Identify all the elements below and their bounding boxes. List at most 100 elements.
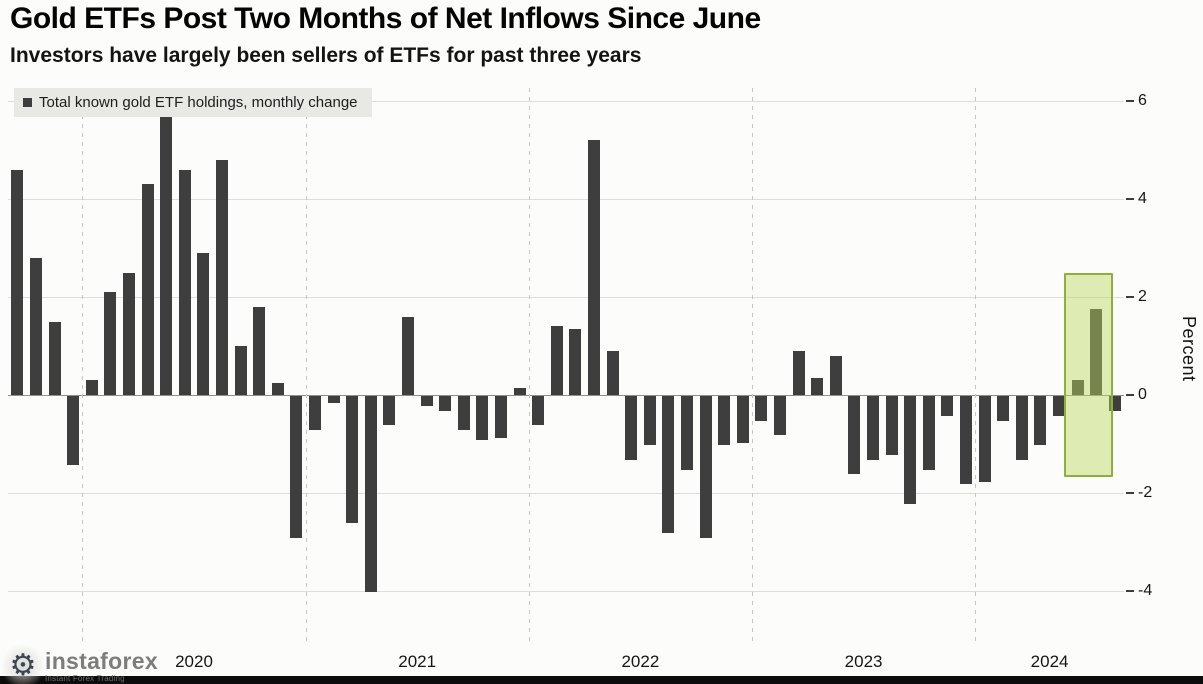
gridline-horizontal xyxy=(8,591,1124,592)
y-tick-label: 4 xyxy=(1138,190,1147,207)
bar xyxy=(587,140,600,395)
gridline-vertical-year xyxy=(82,88,84,645)
y-tick-mark xyxy=(1126,394,1134,396)
bar xyxy=(234,346,247,395)
x-axis-year-label: 2022 xyxy=(621,652,660,671)
gridline-horizontal xyxy=(8,199,1124,200)
bar xyxy=(718,396,731,445)
bar xyxy=(364,396,377,592)
bar xyxy=(866,396,879,460)
bar xyxy=(401,316,414,395)
bar xyxy=(997,396,1010,421)
y-tick-mark xyxy=(1126,492,1134,494)
bar xyxy=(755,396,768,421)
gridline-vertical-year xyxy=(752,88,753,645)
instaforex-watermark: ⚙ instaforex Instant Forex Trading xyxy=(1,644,158,684)
gridline-horizontal xyxy=(8,493,1124,494)
y-tick-mark xyxy=(1126,100,1134,102)
bar xyxy=(420,396,433,406)
bar xyxy=(160,115,173,395)
bar xyxy=(1052,396,1065,416)
gridline-vertical-year xyxy=(528,88,530,645)
bar xyxy=(29,257,42,395)
bar xyxy=(48,321,61,395)
bar xyxy=(513,387,526,395)
watermark-brand: instaforex xyxy=(45,647,158,674)
bottom-bar xyxy=(0,676,1203,684)
y-tick-mark xyxy=(1126,590,1134,592)
highlight-box xyxy=(1064,272,1114,478)
bar xyxy=(178,169,191,395)
bar xyxy=(308,396,321,431)
gridline-horizontal xyxy=(8,297,1124,298)
bar xyxy=(550,326,563,395)
gridline-horizontal xyxy=(8,101,1124,102)
bar xyxy=(11,169,24,395)
y-tick-label: -2 xyxy=(1138,484,1153,501)
y-tick-label: 0 xyxy=(1138,386,1147,403)
y-tick-mark xyxy=(1126,198,1134,200)
bar xyxy=(959,396,972,485)
bar xyxy=(978,396,991,482)
bar xyxy=(569,328,582,395)
legend-label: Total known gold ETF holdings, monthly c… xyxy=(39,94,358,111)
bar xyxy=(736,396,749,443)
bar xyxy=(829,355,842,395)
bar xyxy=(680,396,693,470)
chart-subtitle: Investors have largely been sellers of E… xyxy=(10,44,642,67)
bar xyxy=(346,396,359,524)
y-axis-title: Percent xyxy=(1179,316,1199,382)
watermark-text: instaforex Instant Forex Trading xyxy=(45,647,158,683)
bar xyxy=(773,396,786,436)
chart-title: Gold ETFs Post Two Months of Net Inflows… xyxy=(10,2,761,35)
bar xyxy=(85,380,98,395)
bar xyxy=(848,396,861,475)
bar xyxy=(1090,309,1103,395)
legend-swatch-icon xyxy=(23,98,32,107)
bar xyxy=(67,396,80,465)
y-tick-label: 2 xyxy=(1138,288,1147,305)
bar xyxy=(290,396,303,539)
bar xyxy=(104,292,117,395)
bar xyxy=(439,396,452,411)
bar xyxy=(327,396,340,404)
bar xyxy=(904,396,917,504)
x-axis-year-label: 2021 xyxy=(398,652,437,671)
legend: Total known gold ETF holdings, monthly c… xyxy=(14,88,372,117)
bar xyxy=(625,396,638,460)
bar xyxy=(662,396,675,534)
bar xyxy=(476,396,489,441)
bar xyxy=(141,184,154,395)
bar xyxy=(941,396,954,416)
bar xyxy=(792,350,805,395)
bar xyxy=(606,350,619,395)
y-tick-label: 6 xyxy=(1138,92,1147,109)
gridline-vertical-year xyxy=(305,88,307,645)
zero-line xyxy=(8,395,1124,396)
bar xyxy=(494,396,507,438)
bar xyxy=(383,396,396,426)
gear-icon: ⚙ xyxy=(9,649,37,682)
bar xyxy=(253,306,266,395)
bar xyxy=(532,396,545,426)
watermark-tagline: Instant Forex Trading xyxy=(45,673,125,683)
bar xyxy=(1071,380,1084,395)
bar xyxy=(643,396,656,445)
bar xyxy=(197,252,210,395)
bar xyxy=(699,396,712,539)
bar xyxy=(457,396,470,431)
bar xyxy=(215,159,228,395)
y-tick-label: -4 xyxy=(1138,582,1153,599)
bar xyxy=(1034,396,1047,445)
bar xyxy=(922,396,935,470)
bar xyxy=(811,377,824,395)
logo-halo-decoration xyxy=(1,644,45,684)
bar xyxy=(885,396,898,455)
y-tick-mark xyxy=(1126,296,1134,298)
x-axis-year-label: 2024 xyxy=(1030,652,1069,671)
instaforex-logo-icon: ⚙ xyxy=(1,644,45,684)
bar xyxy=(271,382,284,395)
bar xyxy=(1015,396,1028,460)
